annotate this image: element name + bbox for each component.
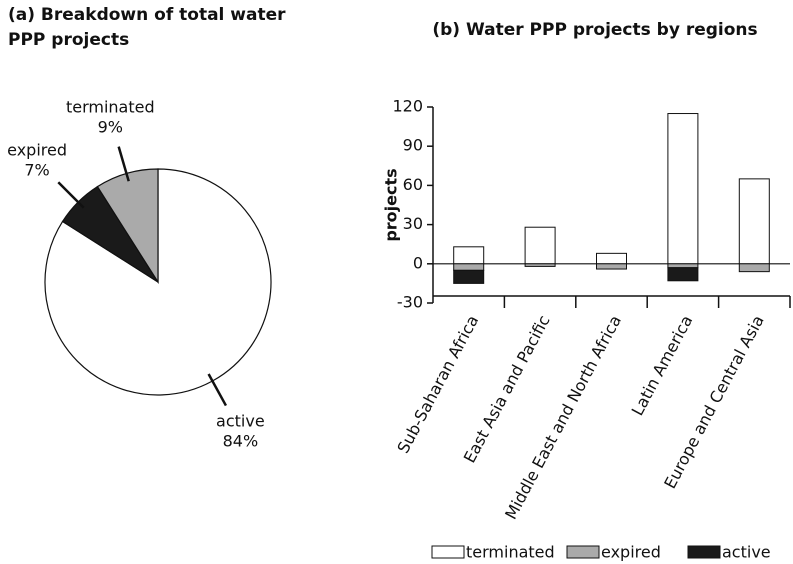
bar-segment (738, 263, 770, 273)
leader-line (117, 146, 130, 182)
legend-swatch (687, 545, 721, 559)
legend-label: expired (601, 543, 661, 562)
leader-line (57, 181, 85, 209)
y-tick-label: -30 (397, 293, 423, 312)
y-tick-label: 60 (403, 175, 423, 194)
bar-segment (453, 246, 485, 265)
legend-swatch (566, 545, 600, 559)
chart-title: PPP projects (8, 30, 129, 50)
leader-line (207, 373, 228, 407)
pie-value-label: 7% (24, 161, 49, 180)
y-axis-label: projects (382, 168, 401, 241)
y-tick-label: 90 (403, 136, 423, 155)
bar-segment (524, 226, 556, 265)
bar-segment (596, 252, 627, 265)
pie-label: terminated (66, 97, 155, 116)
bar-segment (667, 263, 699, 269)
x-tick-label: Latin America (628, 312, 697, 419)
y-tick-label: 120 (392, 97, 423, 116)
bar-segment (453, 263, 485, 271)
x-tick-label: Sub-Saharan Africa (393, 312, 482, 456)
pie-label: expired (7, 141, 67, 160)
y-tick-label: 30 (403, 214, 423, 233)
bar-segment (738, 178, 770, 265)
pie-value-label: 84% (223, 431, 259, 450)
bar-segment (524, 263, 556, 267)
bar-segment (667, 113, 699, 265)
y-tick-label: 0 (413, 253, 423, 272)
legend-swatch (431, 545, 465, 559)
bar-segment (596, 263, 627, 270)
legend-label: terminated (466, 543, 555, 562)
legend-label: active (722, 543, 771, 562)
bar-segment (667, 267, 699, 282)
pie-value-label: 9% (98, 117, 123, 136)
chart-title: (a) Breakdown of total water (8, 5, 286, 25)
bar-segment (453, 269, 485, 284)
pie-label: active (216, 411, 265, 430)
chart-title: (b) Water PPP projects by regions (432, 20, 757, 40)
